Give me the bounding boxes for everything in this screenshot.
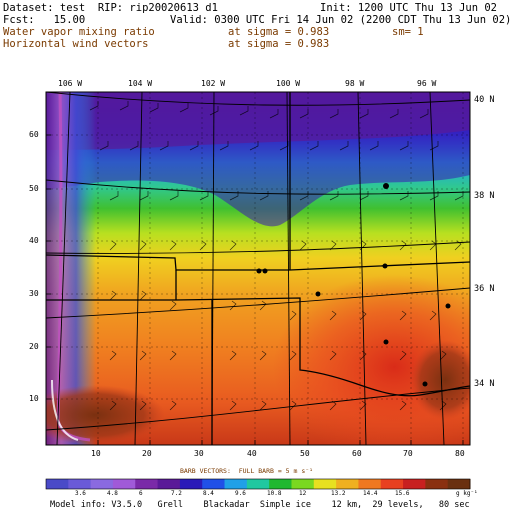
white-boundary bbox=[51, 379, 79, 441]
legend-value: 6 bbox=[139, 490, 143, 497]
barb-vectors-legend: BARB VECTORS: FULL BARB = 5 m s⁻¹ bbox=[180, 467, 314, 475]
legend-swatch bbox=[246, 479, 270, 489]
x-tick-label: 10 bbox=[91, 449, 101, 458]
field2-sigma-label: at sigma = 0.983 bbox=[228, 38, 330, 50]
x-tick-label: 60 bbox=[352, 449, 362, 458]
x-tick-label: 40 bbox=[247, 449, 257, 458]
y-tick-label: 40 bbox=[29, 236, 39, 245]
field1-sigma-label: at sigma = 0.983 bbox=[228, 26, 330, 38]
x-tick-label: 80 bbox=[455, 449, 465, 458]
y-tick-label: 20 bbox=[29, 342, 39, 351]
legend-swatch bbox=[157, 479, 181, 489]
legend-swatch bbox=[447, 479, 471, 489]
valid-time-label: Valid: 0300 UTC Fri 14 Jun 02 (2200 CDT … bbox=[170, 14, 512, 26]
state-boundaries bbox=[46, 92, 470, 445]
dataset-label: Dataset: test RIP: rip20020613 d1 bbox=[3, 2, 218, 14]
lat-label: 38 N bbox=[474, 191, 495, 201]
legend-value: 9.6 bbox=[235, 490, 246, 497]
x-tick-label: 70 bbox=[403, 449, 413, 458]
legend-value: 15.6 bbox=[395, 490, 410, 497]
legend-frame bbox=[45, 478, 471, 490]
lon-label: 104 W bbox=[128, 79, 153, 88]
x-tick-label: 30 bbox=[194, 449, 204, 458]
legend-swatch bbox=[313, 479, 337, 489]
init-time-label: Init: 1200 UTC Thu 13 Jun 02 bbox=[320, 2, 498, 14]
legend-value: 7.2 bbox=[171, 490, 182, 497]
lon-label: 106 W bbox=[58, 79, 83, 88]
wind-barbs bbox=[89, 101, 464, 411]
y-tick-label: 30 bbox=[29, 289, 39, 298]
forecast-hour-label: Fcst: 15.00 bbox=[3, 14, 86, 26]
y-tick-label: 50 bbox=[29, 184, 39, 193]
legend-swatch bbox=[358, 479, 382, 489]
frame-ticks bbox=[46, 134, 464, 445]
field2-label: Horizontal wind vectors bbox=[3, 38, 149, 50]
lat-label: 36 N bbox=[474, 284, 495, 294]
model-info: Model info: V3.5.0 Grell Blackadar Simpl… bbox=[50, 500, 470, 510]
legend-swatch bbox=[224, 479, 248, 489]
legend-swatch bbox=[336, 479, 359, 489]
legend-swatch bbox=[202, 479, 226, 489]
legend-swatch bbox=[380, 479, 404, 489]
legend-value: 4.8 bbox=[107, 490, 118, 497]
legend-value: 8.4 bbox=[203, 490, 214, 497]
y-tick-label: 60 bbox=[29, 130, 39, 139]
field1-smoothing-label: sm= 1 bbox=[392, 26, 424, 38]
plot-frame bbox=[45, 91, 471, 446]
lon-label: 102 W bbox=[201, 79, 226, 88]
legend-value: 10.8 bbox=[267, 490, 282, 497]
lat-label: 40 N bbox=[474, 95, 495, 105]
legend-swatch bbox=[46, 479, 69, 489]
lon-label: 100 W bbox=[276, 79, 301, 88]
field1-label: Water vapor mixing ratio bbox=[3, 26, 155, 38]
very-dry-air-region bbox=[46, 92, 470, 150]
legend-value: 14.4 bbox=[363, 490, 378, 497]
legend-swatch bbox=[269, 479, 292, 489]
lon-label: 98 W bbox=[345, 79, 365, 88]
legend-swatch bbox=[112, 479, 136, 489]
legend-value: 12 bbox=[299, 490, 307, 497]
x-tick-label: 20 bbox=[142, 449, 152, 458]
legend-value: 13.2 bbox=[331, 490, 346, 497]
lon-label: 96 W bbox=[417, 79, 437, 88]
y-tick-label: 10 bbox=[29, 394, 39, 403]
station-markers bbox=[256, 183, 451, 387]
moist-pocket-southeast bbox=[410, 340, 470, 420]
legend-swatch bbox=[425, 479, 449, 489]
legend-swatch bbox=[291, 479, 315, 489]
model-grid bbox=[46, 92, 470, 445]
legend-swatch bbox=[90, 479, 114, 489]
x-tick-label: 50 bbox=[300, 449, 310, 458]
legend-value: 3.6 bbox=[75, 490, 86, 497]
legend-swatch bbox=[403, 479, 426, 489]
legend-swatch bbox=[135, 479, 159, 489]
legend-swatch bbox=[68, 479, 92, 489]
color-legend-bar bbox=[45, 478, 471, 490]
legend-swatch bbox=[179, 479, 203, 489]
lat-lon-grid bbox=[46, 92, 470, 445]
lat-label: 34 N bbox=[474, 379, 495, 389]
legend-units: g kg⁻¹ bbox=[456, 490, 478, 497]
